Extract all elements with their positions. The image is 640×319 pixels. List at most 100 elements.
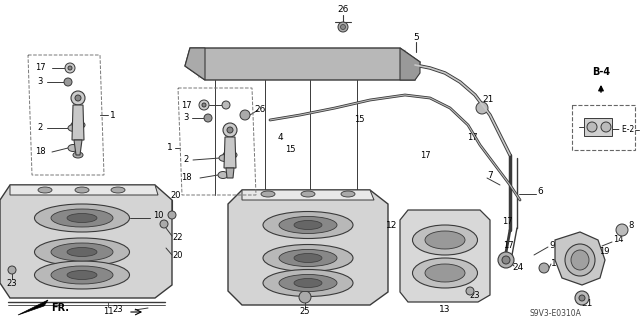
Text: B-4: B-4 <box>592 67 610 77</box>
Circle shape <box>227 127 233 133</box>
Ellipse shape <box>263 211 353 239</box>
Text: 7: 7 <box>487 170 493 180</box>
Text: 19: 19 <box>599 248 609 256</box>
Text: 2: 2 <box>37 123 43 132</box>
Circle shape <box>587 122 597 132</box>
Ellipse shape <box>51 266 113 284</box>
Circle shape <box>202 103 206 107</box>
Circle shape <box>160 220 168 228</box>
Text: 2: 2 <box>184 155 189 165</box>
Circle shape <box>68 66 72 70</box>
Ellipse shape <box>294 254 322 263</box>
Text: 3: 3 <box>37 78 43 86</box>
Polygon shape <box>185 48 205 80</box>
Text: 23: 23 <box>6 278 17 287</box>
Text: S9V3-E0310A: S9V3-E0310A <box>529 308 581 317</box>
Text: 21: 21 <box>483 95 493 105</box>
Ellipse shape <box>571 250 589 270</box>
Ellipse shape <box>279 275 337 292</box>
Ellipse shape <box>425 231 465 249</box>
Polygon shape <box>400 210 490 302</box>
Circle shape <box>575 291 589 305</box>
Text: 17: 17 <box>180 100 191 109</box>
Ellipse shape <box>263 270 353 296</box>
Text: 21: 21 <box>581 300 593 308</box>
Ellipse shape <box>35 204 129 232</box>
Polygon shape <box>10 185 158 195</box>
Ellipse shape <box>218 172 228 179</box>
Bar <box>584 118 612 136</box>
Polygon shape <box>228 190 388 305</box>
Ellipse shape <box>111 187 125 193</box>
Polygon shape <box>226 168 234 178</box>
Ellipse shape <box>223 151 237 159</box>
Text: 23: 23 <box>113 306 124 315</box>
Ellipse shape <box>51 209 113 227</box>
Ellipse shape <box>51 243 113 261</box>
Text: 15: 15 <box>285 145 295 154</box>
Ellipse shape <box>301 191 315 197</box>
Ellipse shape <box>71 121 85 129</box>
Ellipse shape <box>294 220 322 229</box>
Ellipse shape <box>413 225 477 255</box>
Polygon shape <box>18 300 48 315</box>
Circle shape <box>498 252 514 268</box>
Circle shape <box>502 256 510 264</box>
Circle shape <box>476 102 488 114</box>
Ellipse shape <box>38 187 52 193</box>
Circle shape <box>340 25 346 29</box>
Text: 17: 17 <box>502 241 513 249</box>
Circle shape <box>338 22 348 32</box>
Ellipse shape <box>68 145 78 152</box>
Text: 18: 18 <box>35 147 45 157</box>
Circle shape <box>8 266 16 274</box>
Circle shape <box>199 100 209 110</box>
Text: — E-2: — E-2 <box>612 125 634 135</box>
Circle shape <box>204 114 212 122</box>
Circle shape <box>75 95 81 101</box>
Ellipse shape <box>67 213 97 222</box>
Text: 22: 22 <box>173 234 183 242</box>
Text: 17: 17 <box>420 151 430 160</box>
Text: 9: 9 <box>549 241 555 249</box>
Text: 23: 23 <box>470 292 480 300</box>
Ellipse shape <box>68 124 80 131</box>
Text: 26: 26 <box>337 5 349 14</box>
Polygon shape <box>224 137 236 168</box>
Circle shape <box>539 263 549 273</box>
Ellipse shape <box>261 191 275 197</box>
Circle shape <box>71 91 85 105</box>
Text: 8: 8 <box>628 221 634 231</box>
Ellipse shape <box>75 187 89 193</box>
Text: 1: 1 <box>167 144 173 152</box>
Ellipse shape <box>565 244 595 276</box>
Polygon shape <box>0 185 172 298</box>
Ellipse shape <box>73 152 83 158</box>
Text: 11: 11 <box>103 307 113 315</box>
Ellipse shape <box>263 244 353 271</box>
Text: 16: 16 <box>551 259 563 269</box>
Text: 14: 14 <box>612 235 623 244</box>
Circle shape <box>64 78 72 86</box>
Circle shape <box>222 101 230 109</box>
Ellipse shape <box>35 261 129 289</box>
Polygon shape <box>242 190 374 200</box>
Text: FR.: FR. <box>51 303 69 313</box>
Circle shape <box>240 110 250 120</box>
Text: 20: 20 <box>173 250 183 259</box>
Circle shape <box>579 295 585 301</box>
Ellipse shape <box>341 191 355 197</box>
Circle shape <box>601 122 611 132</box>
Circle shape <box>168 211 176 219</box>
Text: 10: 10 <box>153 211 163 220</box>
Text: 17: 17 <box>502 218 512 226</box>
Text: 26: 26 <box>254 106 266 115</box>
Ellipse shape <box>35 238 129 266</box>
Text: 17: 17 <box>35 63 45 72</box>
Circle shape <box>616 224 628 236</box>
Ellipse shape <box>413 258 477 288</box>
Polygon shape <box>74 140 82 155</box>
Text: 3: 3 <box>183 114 189 122</box>
Text: 15: 15 <box>354 115 364 124</box>
Text: 12: 12 <box>387 220 397 229</box>
